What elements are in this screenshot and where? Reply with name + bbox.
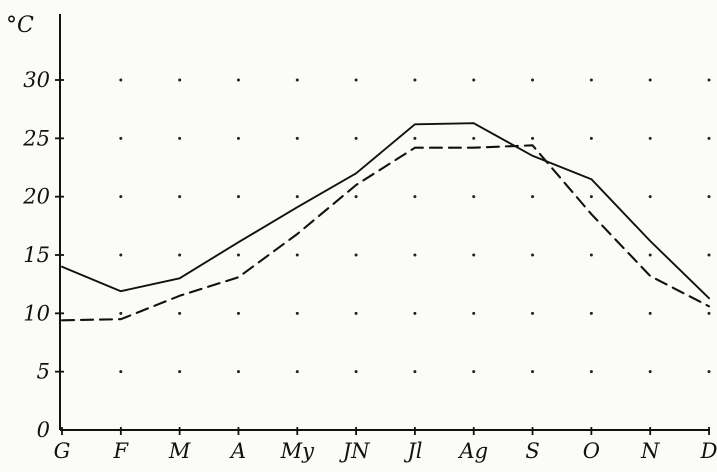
grid-dot [589,78,593,82]
grid-dot [531,195,535,199]
grid-dot [354,253,358,257]
grid-dot [119,253,123,257]
grid-dot [413,195,417,199]
grid-dot [354,78,358,82]
grid-dot [531,78,535,82]
y-tick-label: 20 [22,185,50,209]
grid-dot [472,370,476,374]
grid-dot [413,370,417,374]
grid-dot [472,78,476,82]
grid-dot [472,311,476,315]
grid-dot [413,311,417,315]
x-tick-label: A [229,439,246,463]
y-tick-label: 10 [23,301,50,325]
grid-dot [119,78,123,82]
grid-dot [236,136,240,140]
x-tick-label: Jl [403,439,422,463]
grid-dot [413,136,417,140]
grid-dot [178,311,182,315]
y-axis-unit-label: °C [6,13,34,38]
axes [59,14,710,431]
grid-dot [354,195,358,199]
grid-dot [178,370,182,374]
x-tick-label: JN [339,439,370,463]
grid-dot [119,311,123,315]
grid-dot [354,311,358,315]
x-tick-label: F [113,439,130,463]
grid-dot [707,253,711,257]
series-line-solid [61,122,710,300]
grid-dot [354,370,358,374]
grid-dot [531,136,535,140]
grid-dot [178,78,182,82]
grid-dot [648,253,652,257]
grid-dot [648,370,652,374]
x-ticks: G F M A My JN Jl Ag S O N D [54,427,717,463]
grid-dot [589,136,593,140]
x-tick-label: O [583,439,600,463]
grid-dot [295,253,299,257]
grid-dot [472,136,476,140]
grid-dot [236,195,240,199]
grid-dot [589,195,593,199]
grid-dot [236,253,240,257]
grid-dot [295,195,299,199]
grid-dot [707,78,711,82]
grid-dot [295,78,299,82]
grid-dot [236,78,240,82]
grid-dot [648,195,652,199]
grid-dot [178,136,182,140]
grid-dot [295,311,299,315]
grid-dot [707,136,711,140]
grid-dot [589,311,593,315]
x-tick-label: Ag [457,439,488,463]
grid-dot [413,78,417,82]
grid-dot [413,253,417,257]
grid-dot [119,195,123,199]
grid-dot [648,311,652,315]
series [60,122,711,322]
grid-dot [354,136,358,140]
y-tick-label: 30 [23,68,50,92]
grid-dot [707,311,711,315]
x-tick-label: N [640,439,660,463]
grid-dot [119,370,123,374]
y-tick-label: 25 [22,126,50,150]
dot-grid [119,78,711,374]
grid-dot [648,78,652,82]
grid-dot [472,253,476,257]
grid-dot [236,370,240,374]
grid-dot [531,311,535,315]
x-tick-label: My [280,439,316,463]
y-tick-label: 15 [23,243,50,267]
x-tick-label: S [525,439,539,463]
grid-dot [295,136,299,140]
grid-dot [295,370,299,374]
grid-dot [648,136,652,140]
grid-dot [531,253,535,257]
grid-dot [707,195,711,199]
y-ticks: 0 5 10 15 20 25 30 [22,68,64,442]
grid-dot [472,195,476,199]
grid-dot [178,253,182,257]
grid-dot [589,253,593,257]
y-tick-label: 5 [37,360,50,384]
grid-dot [589,370,593,374]
grid-dot [236,311,240,315]
x-tick-label: M [168,439,191,463]
grid-dot [178,195,182,199]
x-tick-label: D [700,439,717,463]
grid-dot [707,370,711,374]
x-tick-label: G [54,439,71,463]
grid-dot [531,370,535,374]
y-tick-label: 0 [37,418,50,442]
grid-dot [119,136,123,140]
series-line-dashed [60,144,711,322]
